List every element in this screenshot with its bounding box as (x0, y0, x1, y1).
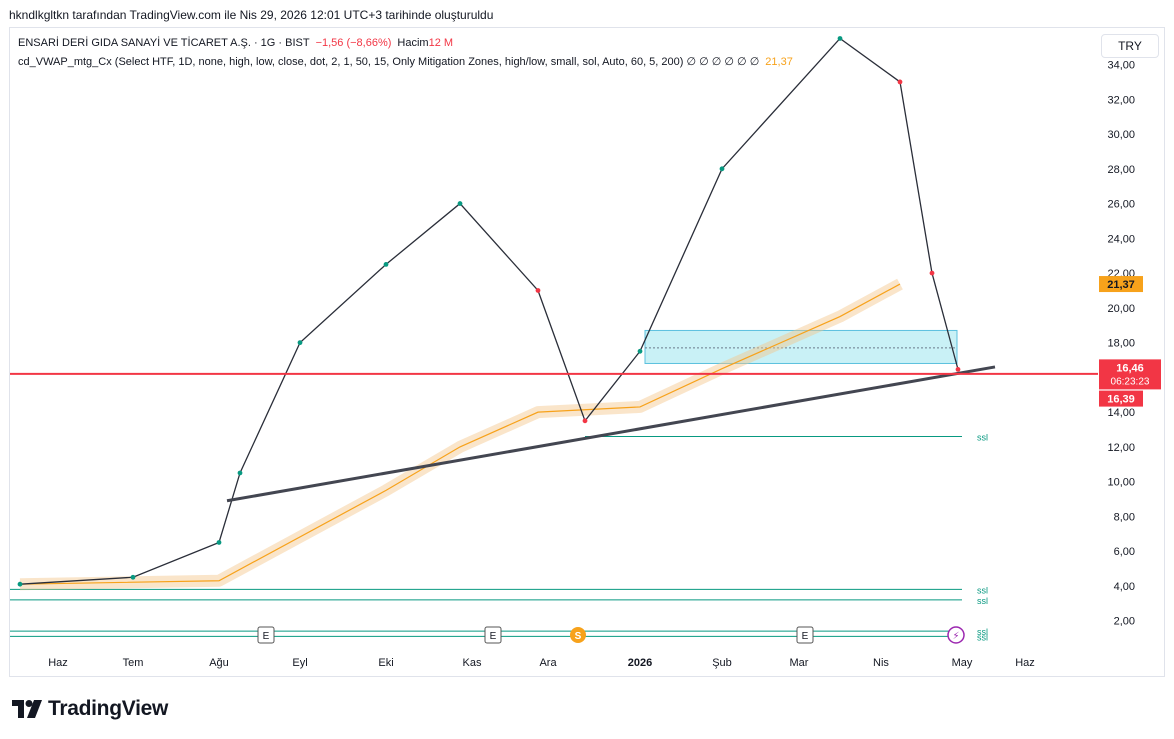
price-point (837, 36, 843, 41)
vwap-price-label: 21,37 (1107, 279, 1135, 291)
volume-value: 12 M (428, 37, 454, 49)
snapshot-caption: hkndlkgltkn tarafından TradingView.com i… (9, 8, 494, 22)
ssl-label: ssl (977, 596, 988, 606)
lightning-marker-label: ⚡ (952, 631, 959, 642)
indicator-name: cd_VWAP_mtg_Cx (Select HTF, 1D, none, hi… (18, 56, 684, 68)
price-point (383, 262, 389, 267)
price-point (216, 540, 222, 545)
x-tick-label: May (952, 657, 973, 669)
x-tick-label: Eki (378, 657, 393, 669)
brand-name: TradingView (48, 697, 169, 720)
lightning-marker (947, 626, 965, 644)
y-tick-label: 18,00 (1107, 338, 1135, 350)
x-tick-label: Haz (48, 657, 68, 669)
ssl-label: ssl (977, 432, 988, 442)
earnings-marker (257, 626, 275, 644)
last-price-label-bg (1099, 359, 1161, 390)
ssl-label: ssl (977, 632, 988, 642)
tradingview-logo-icon (12, 700, 42, 718)
y-tick-label: 30,00 (1107, 129, 1135, 141)
mitigation-zone (644, 329, 958, 364)
price-point (929, 270, 935, 276)
tradingview-logo[interactable]: TradingView (12, 697, 168, 721)
x-tick-label: Kas (463, 657, 482, 669)
vwap-line (19, 283, 901, 585)
x-tick-label: 2026 (628, 657, 652, 669)
x-tick-label: Eyl (292, 657, 307, 669)
price-point (130, 574, 136, 580)
earnings-marker (484, 626, 502, 644)
earnings-marker-label: E (263, 631, 270, 642)
chart-frame (9, 27, 1165, 677)
price-point (237, 470, 243, 476)
price-point (457, 201, 463, 206)
price-point (17, 581, 23, 587)
y-tick-label: 34,00 (1107, 60, 1135, 72)
indicator-dots: ∅ ∅ ∅ ∅ ∅ ∅ (686, 56, 760, 68)
price-point (582, 418, 588, 424)
y-tick-label: 8,00 (1114, 511, 1135, 523)
x-tick-label: Ara (539, 657, 557, 669)
trendline (226, 365, 996, 503)
split-marker-label: S (575, 631, 582, 642)
low-price-label-bg (1099, 390, 1143, 407)
indicator-value: 21,37 (765, 56, 793, 68)
y-tick-label: 24,00 (1107, 233, 1135, 245)
y-tick-label: 10,00 (1107, 477, 1135, 489)
y-tick-label: 6,00 (1114, 546, 1135, 558)
price-change: −1,56 (−8,66%) (315, 37, 392, 49)
ssl-label: ssl (977, 585, 988, 595)
price-line (19, 37, 959, 585)
earnings-marker-label: E (490, 631, 497, 642)
split-marker (570, 627, 586, 643)
y-tick-label: 4,00 (1114, 581, 1135, 593)
price-point (719, 166, 725, 172)
price-point (955, 366, 961, 372)
countdown-label: 06:23:23 (1111, 376, 1150, 387)
y-tick-label: 26,00 (1107, 199, 1135, 211)
symbol-title: ENSARİ DERİ GIDA SANAYİ VE TİCARET A.Ş. … (18, 37, 310, 49)
x-tick-label: Şub (712, 657, 732, 669)
price-point (297, 340, 303, 346)
x-tick-label: Nis (873, 657, 889, 669)
symbol-legend: ENSARİ DERİ GIDA SANAYİ VE TİCARET A.Ş. … (18, 37, 453, 49)
low-price-label: 16,39 (1107, 394, 1135, 406)
y-tick-label: 2,00 (1114, 616, 1135, 628)
y-tick-label: 32,00 (1107, 94, 1135, 106)
y-tick-label: 14,00 (1107, 407, 1135, 419)
earnings-marker-label: E (802, 631, 809, 642)
x-tick-label: Haz (1015, 657, 1035, 669)
y-tick-label: 12,00 (1107, 442, 1135, 454)
y-tick-label: 28,00 (1107, 164, 1135, 176)
x-tick-label: Ağu (209, 657, 229, 669)
volume-label: Hacim (397, 37, 429, 49)
y-tick-label: 20,00 (1107, 303, 1135, 315)
indicator-legend[interactable]: cd_VWAP_mtg_Cx (Select HTF, 1D, none, hi… (18, 55, 793, 68)
earnings-marker (796, 626, 814, 644)
vwap-price-label-bg (1099, 276, 1143, 293)
price-point (897, 79, 903, 85)
x-tick-label: Tem (123, 657, 144, 669)
last-price-label: 16,46 (1116, 362, 1144, 374)
currency-button[interactable]: TRY (1101, 34, 1159, 58)
x-tick-label: Mar (790, 657, 809, 669)
vwap-band (19, 278, 903, 591)
price-point (535, 288, 541, 293)
ssl-label: ssl (977, 627, 988, 637)
price-point (637, 348, 643, 354)
